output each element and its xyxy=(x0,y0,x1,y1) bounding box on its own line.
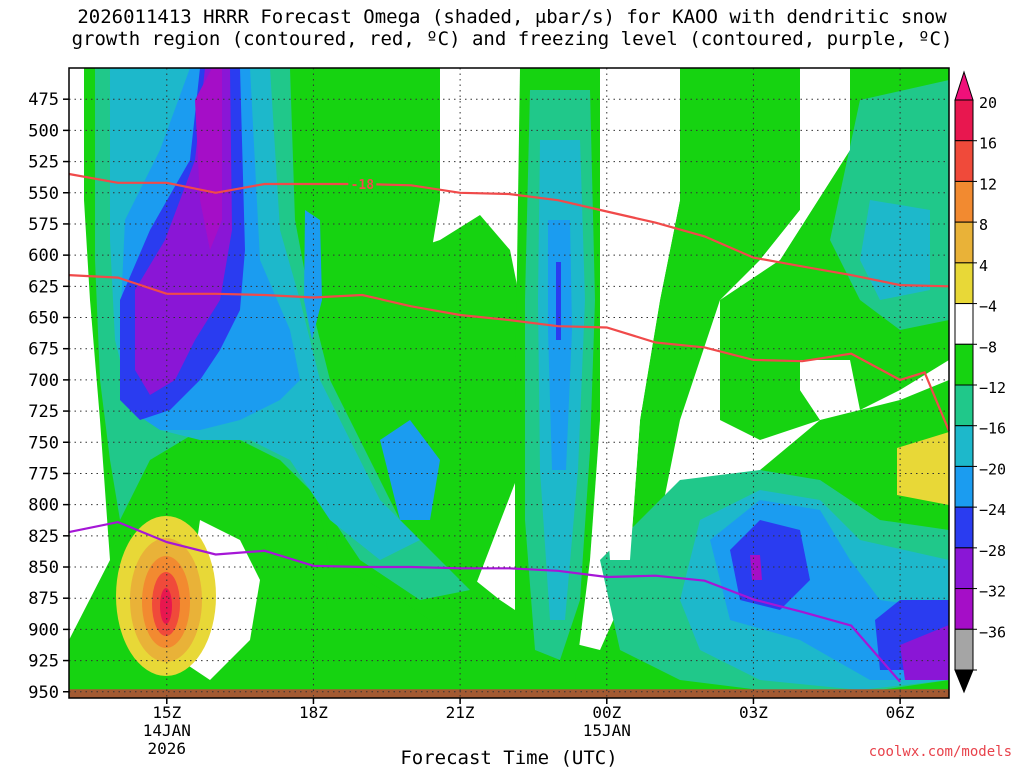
colorbar-swatch-1 xyxy=(954,140,974,182)
colorbar-swatch-4 xyxy=(954,262,974,305)
y-tick-label-900: 900 xyxy=(28,620,59,640)
y-tick-label-700: 700 xyxy=(28,371,59,391)
colorbar-label-0: 20 xyxy=(979,94,997,112)
colorbar-label-4: 4 xyxy=(979,257,988,275)
colorbar-bottom-arrow xyxy=(954,669,974,694)
x-tick-date-15Z: 14JAN xyxy=(143,721,191,740)
omega-region-magenta-1 xyxy=(160,588,172,624)
y-tick-label-500: 500 xyxy=(28,121,59,141)
colorbar-swatch-11 xyxy=(954,547,974,590)
colorbar-swatch-3 xyxy=(954,221,974,264)
colorbar-label-6: −8 xyxy=(979,338,997,356)
omega-region-blue-3 xyxy=(304,210,322,340)
dgz-label-background xyxy=(348,176,377,193)
x-tick-date-00Z: 15JAN xyxy=(583,721,631,740)
omega-region-band-4 xyxy=(630,68,800,560)
omega-region-white-2 xyxy=(760,68,850,260)
colorbar-swatch-0 xyxy=(954,99,974,142)
omega-region-purple-4 xyxy=(750,555,762,580)
y-tick-label-775: 775 xyxy=(28,464,59,484)
colorbar-label-2: 12 xyxy=(979,175,997,193)
x-tick-label-18Z: 18Z xyxy=(299,703,328,722)
x-tick-label-06Z: 06Z xyxy=(886,703,915,722)
credit-text: coolwx.com/models xyxy=(868,744,1012,760)
colorbar-swatch-8 xyxy=(954,425,974,467)
y-tick-label-800: 800 xyxy=(28,496,59,516)
y-tick-label-650: 650 xyxy=(28,309,59,329)
colorbar-label-7: −12 xyxy=(979,379,1006,397)
contour-lines: -18 xyxy=(68,172,951,683)
x-tick-label-03Z: 03Z xyxy=(739,703,768,722)
colorbar-swatch-7 xyxy=(954,384,974,427)
ground-surface xyxy=(69,689,949,698)
colorbar-label-12: −32 xyxy=(979,583,1006,601)
y-tick-label-475: 475 xyxy=(28,90,59,110)
y-tick-label-600: 600 xyxy=(28,246,59,266)
plot-frame xyxy=(68,67,950,699)
colorbar-label-3: 8 xyxy=(979,216,988,234)
omega-region-yellow-2 xyxy=(897,432,949,505)
colorbar-swatch-5 xyxy=(954,303,974,345)
y-tick-label-675: 675 xyxy=(28,340,59,360)
x-tick-label-21Z: 21Z xyxy=(446,703,475,722)
y-tick-label-850: 850 xyxy=(28,558,59,578)
omega-region-cyan-3 xyxy=(860,200,930,300)
y-tick-label-925: 925 xyxy=(28,652,59,672)
colorbar-swatch-9 xyxy=(954,465,974,508)
grid-lines xyxy=(69,68,949,698)
freezing-level-contour-line xyxy=(68,520,901,683)
colorbar-label-9: −20 xyxy=(979,460,1006,478)
dgz-upper-contour-line xyxy=(68,172,950,288)
x-axis-label: Forecast Time (UTC) xyxy=(400,747,617,768)
chart-title: 2026011413 HRRR Forecast Omega (shaded, … xyxy=(0,6,1024,50)
y-axis: 475 500 525 550 575 600 625 650 675 700 725 750 775 8… xyxy=(28,90,69,703)
colorbar-swatch-10 xyxy=(954,506,974,549)
omega-region-blue-2 xyxy=(380,420,440,520)
y-tick-label-825: 825 xyxy=(28,527,59,547)
omega-region-darkblue-2 xyxy=(730,520,810,610)
colorbar-swatch-6 xyxy=(954,343,974,386)
colorbar-label-1: 16 xyxy=(979,135,997,153)
colorbar-label-10: −24 xyxy=(979,501,1006,519)
omega-region-purple-3 xyxy=(195,68,222,250)
dgz-contour-label: -18 xyxy=(351,178,375,193)
x-tick-label-15Z: 15Z xyxy=(152,703,181,722)
x-tick-label-00Z: 00Z xyxy=(592,703,621,722)
colorbar-label-5: −4 xyxy=(979,298,997,316)
colorbar-label-13: −36 xyxy=(979,623,1006,641)
omega-region-white-3 xyxy=(800,360,850,420)
colorbar-swatch-2 xyxy=(954,180,974,223)
y-tick-label-875: 875 xyxy=(28,589,59,609)
colorbar-top-arrow xyxy=(954,70,974,101)
y-tick-label-750: 750 xyxy=(28,433,59,453)
x-tick-year-15Z: 2026 xyxy=(148,739,187,758)
y-tick-label-525: 525 xyxy=(28,153,59,173)
colorbar-swatch-13 xyxy=(954,628,974,671)
chart-title-line-1: 2026011413 HRRR Forecast Omega (shaded, … xyxy=(77,6,947,28)
chart-title-line-2: growth region (contoured, red, ºC) and f… xyxy=(71,28,953,50)
omega-region-white-1 xyxy=(600,68,680,560)
y-tick-label-625: 625 xyxy=(28,277,59,297)
omega-region-darkblue-4 xyxy=(556,262,561,340)
colorbar-swatch-12 xyxy=(954,588,974,630)
y-tick-label-575: 575 xyxy=(28,215,59,235)
y-tick-label-550: 550 xyxy=(28,184,59,204)
colorbar-legend: 20 16 12 8 4 −4 −8 −12 −16 −20 −24 −28 −32 −36 xyxy=(954,70,1006,694)
omega-region-blue-4 xyxy=(548,220,572,470)
colorbar-label-11: −28 xyxy=(979,542,1006,560)
colorbar-label-8: −16 xyxy=(979,420,1006,438)
dgz-lower-contour-line xyxy=(68,274,951,432)
y-tick-label-950: 950 xyxy=(28,683,59,703)
y-tick-label-725: 725 xyxy=(28,402,59,422)
omega-region-purple-2 xyxy=(900,625,949,680)
plot-area xyxy=(69,68,949,698)
